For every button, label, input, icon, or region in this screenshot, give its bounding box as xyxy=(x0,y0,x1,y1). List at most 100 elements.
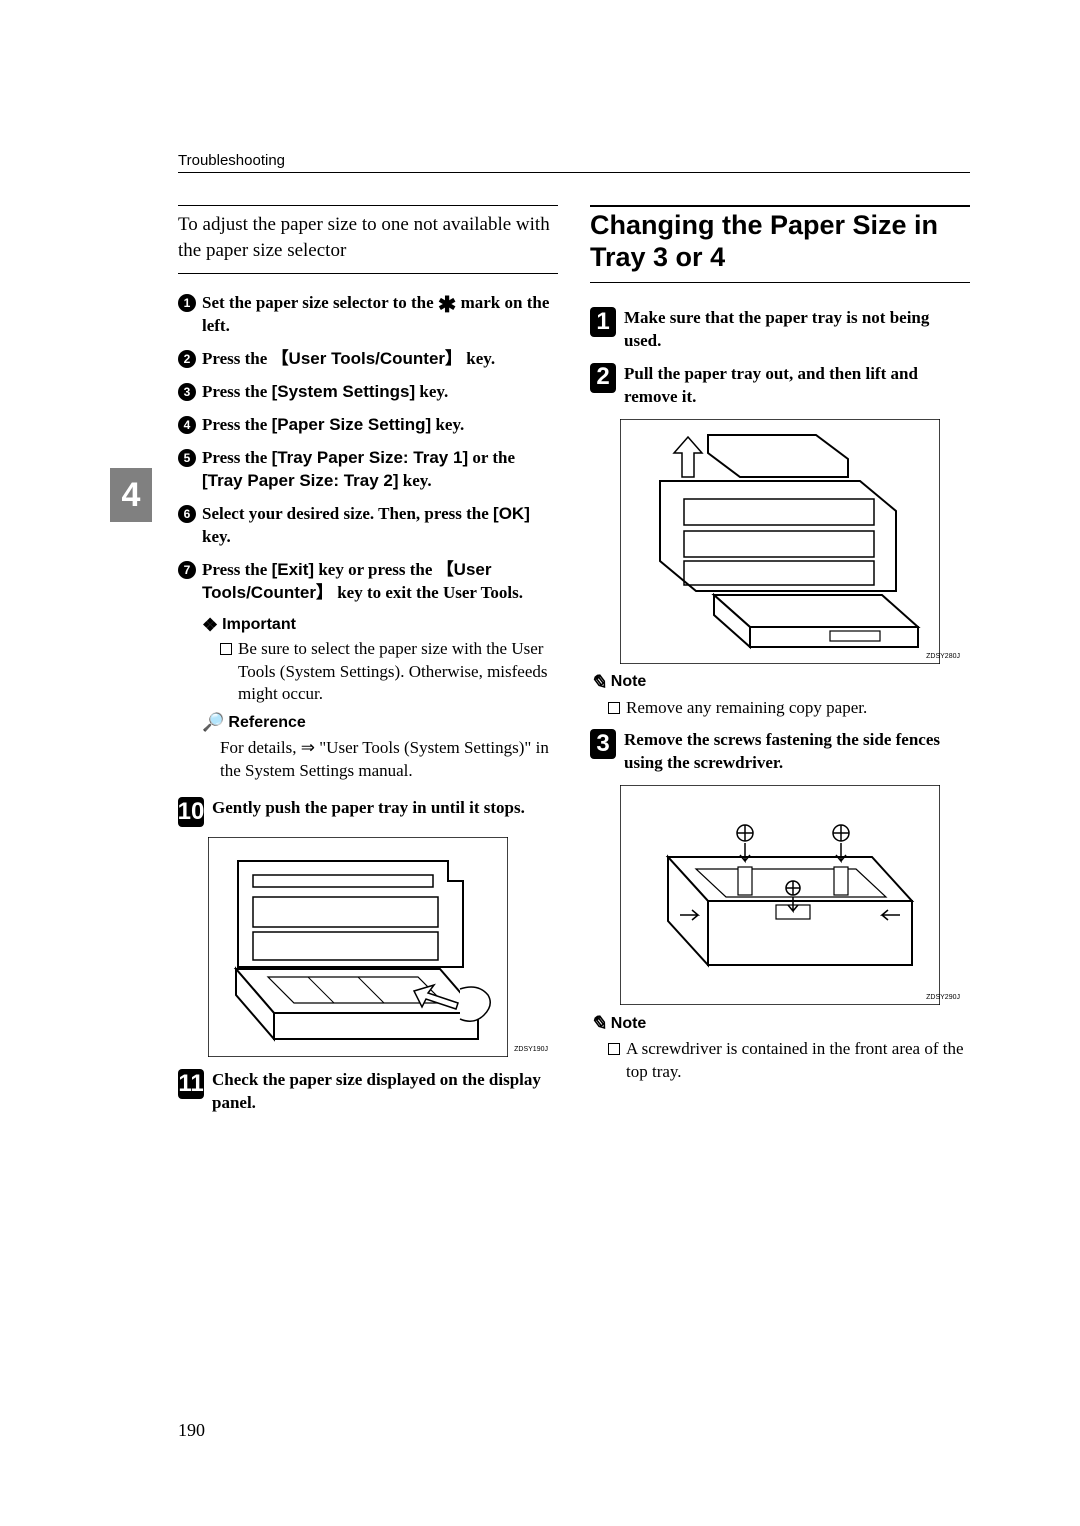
step-4-text: Press the [Paper Size Setting] key. xyxy=(202,414,558,437)
note-icon: ✎ xyxy=(590,1011,607,1036)
r-step-2: 2 Pull the paper tray out, and then lift… xyxy=(590,363,970,409)
r-step-num-3: 3 xyxy=(590,729,616,759)
t: key. xyxy=(399,471,432,490)
important-head: ❖Important xyxy=(202,615,558,636)
key: [OK] xyxy=(493,504,530,523)
note-2-head: ✎Note xyxy=(590,1011,970,1036)
step-3: 3 Press the [System Settings] key. xyxy=(178,381,558,404)
step-num-4: 4 xyxy=(178,416,196,434)
step-num-2: 2 xyxy=(178,350,196,368)
big-step-num-10: 10 xyxy=(178,797,204,827)
important-body: Be sure to select the paper size with th… xyxy=(220,638,558,707)
key: [Paper Size Setting] xyxy=(272,415,432,434)
big-step-10-text: Gently push the paper tray in until it s… xyxy=(212,797,525,820)
t: Select your desired size. Then, press th… xyxy=(202,504,493,523)
step-2: 2 Press the 【User Tools/Counter】 key. xyxy=(178,348,558,371)
t: key to exit the User Tools. xyxy=(333,583,523,602)
big-step-11-text: Check the paper size displayed on the di… xyxy=(212,1069,558,1115)
step-num-3: 3 xyxy=(178,383,196,401)
step-7-text: Press the [Exit] key or press the 【User … xyxy=(202,559,558,605)
step-1-text: Set the paper size selector to the ✱ mar… xyxy=(202,292,558,338)
t: Press the xyxy=(202,448,272,467)
important-label: Important xyxy=(222,616,296,634)
step-5: 5 Press the [Tray Paper Size: Tray 1] or… xyxy=(178,447,558,493)
t: key. xyxy=(462,349,495,368)
reference-icon: 🔎 xyxy=(202,712,224,733)
note-2-body: A screwdriver is contained in the front … xyxy=(608,1038,970,1084)
left-column: To adjust the paper size to one not avai… xyxy=(178,205,558,1125)
step-5-text: Press the [Tray Paper Size: Tray 1] or t… xyxy=(202,447,558,493)
big-step-num-11: 11 xyxy=(178,1069,204,1099)
bullet-icon xyxy=(608,702,620,714)
key: [Tray Paper Size: Tray 2] xyxy=(202,471,399,490)
big-step-11: 11 Check the paper size displayed on the… xyxy=(178,1069,558,1115)
step-1: 1 Set the paper size selector to the ✱ m… xyxy=(178,292,558,338)
big-step-10: 10 Gently push the paper tray in until i… xyxy=(178,797,558,827)
header-section: Troubleshooting xyxy=(178,152,285,169)
note-icon: ✎ xyxy=(590,670,607,695)
step-6-text: Select your desired size. Then, press th… xyxy=(202,503,558,549)
figure-tray-push: ZDSY190J xyxy=(208,837,558,1057)
important-text: Be sure to select the paper size with th… xyxy=(238,638,558,707)
t: key. xyxy=(415,382,448,401)
figure-screws: ZDSY290J xyxy=(620,785,970,1005)
note-1-head: ✎Note xyxy=(590,670,970,695)
step-3-text: Press the [System Settings] key. xyxy=(202,381,558,404)
section-title: Changing the Paper Size in Tray 3 or 4 xyxy=(590,205,970,283)
step-num-7: 7 xyxy=(178,561,196,579)
reference-callout: 🔎Reference For details, ⇒ "User Tools (S… xyxy=(202,712,558,783)
step-num-5: 5 xyxy=(178,449,196,467)
t: Press the xyxy=(202,415,272,434)
t: Press the xyxy=(202,349,272,368)
step-7: 7 Press the [Exit] key or press the 【Use… xyxy=(178,559,558,605)
bullet-icon xyxy=(220,643,232,655)
step-4: 4 Press the [Paper Size Setting] key. xyxy=(178,414,558,437)
chapter-tab: 4 xyxy=(110,468,152,522)
t: Press the xyxy=(202,382,272,401)
r-step-2-text: Pull the paper tray out, and then lift a… xyxy=(624,363,970,409)
r-step-num-2: 2 xyxy=(590,363,616,393)
step-num-1: 1 xyxy=(178,294,196,312)
key: [Exit] xyxy=(272,560,315,579)
reference-body: For details, ⇒ "User Tools (System Setti… xyxy=(220,737,558,783)
note-2-label: Note xyxy=(611,1015,647,1033)
figure-code-2: ZDSY290J xyxy=(926,994,960,1001)
r-step-3-text: Remove the screws fastening the side fen… xyxy=(624,729,970,775)
note-1-label: Note xyxy=(611,673,647,691)
note-1: ✎Note Remove any remaining copy paper. xyxy=(590,670,970,720)
key: [Tray Paper Size: Tray 1] xyxy=(272,448,469,467)
header-rule xyxy=(178,172,970,173)
figure-tray-remove: ZDSY280J xyxy=(620,419,970,664)
star-icon: ✱ xyxy=(438,296,456,314)
note-2: ✎Note A screwdriver is contained in the … xyxy=(590,1011,970,1084)
bullet-icon xyxy=(608,1043,620,1055)
note-1-body: Remove any remaining copy paper. xyxy=(608,697,970,720)
t: key or press the xyxy=(314,560,437,579)
t: or the xyxy=(468,448,515,467)
reference-head: 🔎Reference xyxy=(202,712,558,733)
sub-procedure-title: To adjust the paper size to one not avai… xyxy=(178,205,558,274)
r-step-1: 1 Make sure that the paper tray is not b… xyxy=(590,307,970,353)
note-1-text: Remove any remaining copy paper. xyxy=(626,697,867,720)
important-icon: ❖ xyxy=(202,615,218,636)
content-columns: To adjust the paper size to one not avai… xyxy=(110,205,970,1125)
step-num-6: 6 xyxy=(178,505,196,523)
page-number: 190 xyxy=(178,1420,205,1441)
t: Set the paper size selector to the xyxy=(202,293,438,312)
reference-label: Reference xyxy=(228,714,305,732)
figure-code-1: ZDSY280J xyxy=(926,653,960,660)
key: 【User Tools/Counter】 xyxy=(272,349,462,368)
t: Press the xyxy=(202,560,272,579)
step-2-text: Press the 【User Tools/Counter】 key. xyxy=(202,348,558,371)
important-callout: ❖Important Be sure to select the paper s… xyxy=(202,615,558,707)
note-2-text: A screwdriver is contained in the front … xyxy=(626,1038,970,1084)
t: key. xyxy=(202,527,231,546)
right-column: Changing the Paper Size in Tray 3 or 4 1… xyxy=(590,205,970,1125)
t: key. xyxy=(431,415,464,434)
key: [System Settings] xyxy=(272,382,416,401)
r-step-1-text: Make sure that the paper tray is not bei… xyxy=(624,307,970,353)
r-step-3: 3 Remove the screws fastening the side f… xyxy=(590,729,970,775)
figure-code: ZDSY190J xyxy=(514,1046,548,1053)
step-6: 6 Select your desired size. Then, press … xyxy=(178,503,558,549)
r-step-num-1: 1 xyxy=(590,307,616,337)
